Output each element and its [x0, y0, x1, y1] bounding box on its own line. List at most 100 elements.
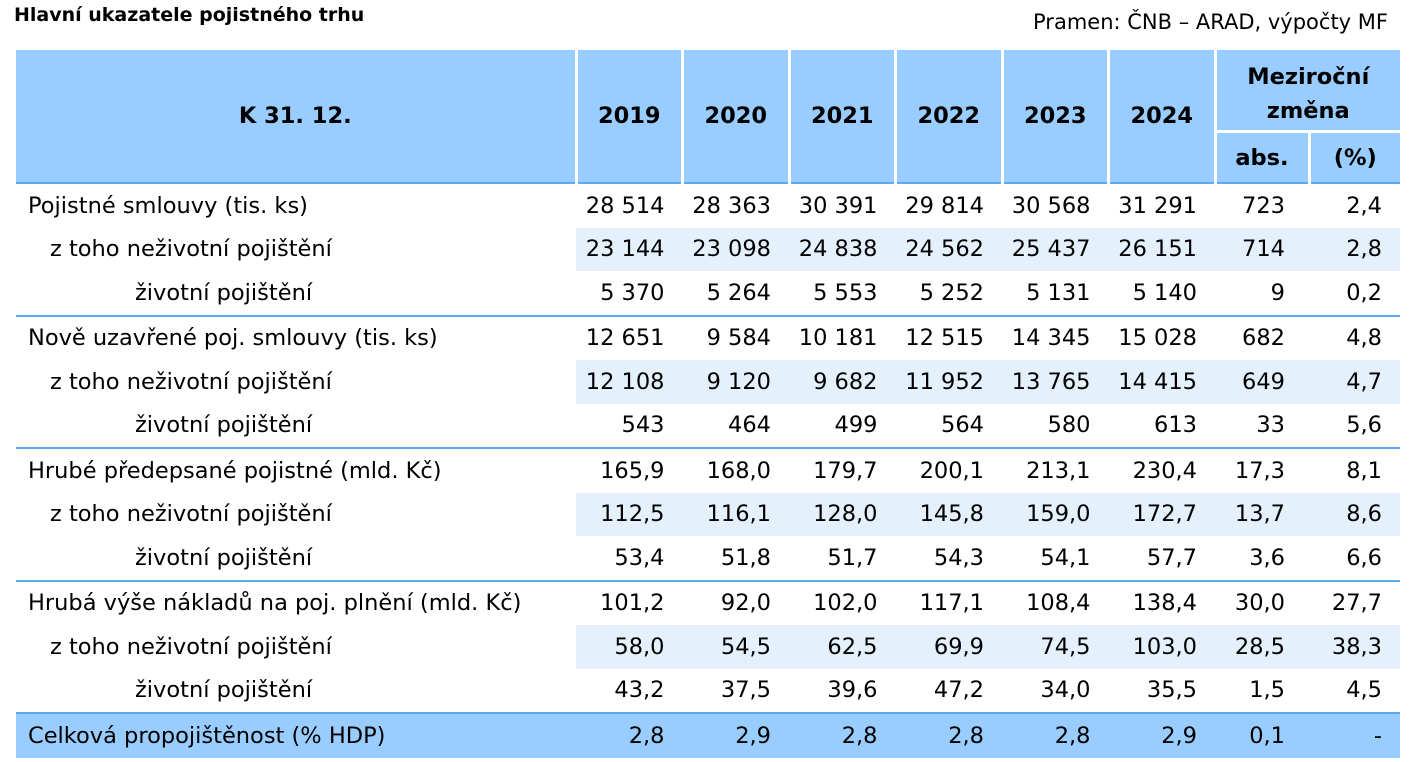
cell-2024: 57,7 — [1146, 544, 1197, 571]
header-year-2024: 2024 — [1108, 50, 1217, 183]
cell-2019: 165,9 — [576, 447, 683, 493]
row-label: Hrubé předepsané pojistné (mld. Kč) — [16, 447, 576, 493]
row-label: Pojistné smlouvy (tis. ks) — [16, 182, 576, 228]
cell-2019: 12 651 — [576, 314, 683, 360]
cell-2020: 37,5 — [720, 677, 771, 704]
cell-2021: 128,0 — [789, 492, 896, 536]
cell-2020: 54,5 — [682, 625, 789, 669]
cell-2024: 14 415 — [1108, 360, 1215, 404]
cell-abs: 723 — [1215, 182, 1309, 228]
cell-2019: 101,2 — [576, 579, 683, 625]
table-body: Pojistné smlouvy (tis. ks) 28 514 28 363 30… — [16, 182, 1400, 758]
table-row: životní pojištění 43,2 37,5 39,6 47,2 34,0 35,… — [16, 669, 1400, 714]
source-note: Pramen: ČNB – ARAD, výpočty MF — [1033, 10, 1388, 34]
cell-2020: 23 098 — [682, 227, 789, 271]
cell-2021: 24 838 — [789, 227, 896, 271]
cell-abs: 17,3 — [1215, 447, 1309, 493]
header-date-label: K 31. 12. — [16, 50, 578, 183]
table-row: Pojistné smlouvy (tis. ks) 28 514 28 363 30… — [16, 182, 1400, 228]
cell-pct: 2,4 — [1309, 182, 1400, 228]
insurance-market-table: K 31. 12. 2019 2020 2021 2022 2023 2024 … — [16, 50, 1400, 758]
cell-abs: 30,0 — [1215, 579, 1309, 625]
cell-2022: 145,8 — [895, 492, 1002, 536]
header-year-2019: 2019 — [576, 50, 684, 183]
cell-2019: 5 370 — [600, 279, 665, 306]
cell-pct: 4,8 — [1309, 314, 1400, 360]
cell-2020: 2,9 — [682, 712, 789, 758]
cell-pct: 5,6 — [1346, 412, 1382, 439]
cell-2023: 108,4 — [1002, 579, 1109, 625]
table-row: z toho neživotní pojištění 112,5 116,1 128,… — [16, 492, 1400, 536]
cell-abs: 649 — [1215, 360, 1309, 404]
cell-2020: 92,0 — [682, 579, 789, 625]
cell-2021: 39,6 — [827, 677, 878, 704]
cell-2021: 30 391 — [789, 182, 896, 228]
cell-2020: 9 120 — [682, 360, 789, 404]
table-row: životní pojištění 53,4 51,8 51,7 54,3 54,1 57,… — [16, 536, 1400, 581]
row-label: Nově uzavřené poj. smlouvy (tis. ks) — [16, 314, 576, 360]
header-year-2023: 2023 — [1002, 50, 1110, 183]
cell-2024: 613 — [1154, 412, 1197, 439]
table-row: z toho neživotní pojištění 58,0 54,5 62,5 69… — [16, 625, 1400, 669]
cell-2022: 47,2 — [933, 677, 984, 704]
cell-2019: 23 144 — [576, 227, 683, 271]
table-row: Hrubé předepsané pojistné (mld. Kč) 165,9… — [16, 447, 1400, 493]
cell-2024: 26 151 — [1108, 227, 1215, 271]
cell-2023: 580 — [1047, 412, 1091, 439]
cell-2022: 200,1 — [895, 447, 1002, 493]
cell-pct: 8,1 — [1309, 447, 1400, 493]
cell-pct: 27,7 — [1309, 579, 1400, 625]
cell-pct: 0,2 — [1346, 279, 1382, 306]
cell-2021: 179,7 — [789, 447, 896, 493]
cell-pct: - — [1309, 712, 1400, 758]
cell-2019: 58,0 — [576, 625, 683, 669]
header-year-2021: 2021 — [789, 50, 897, 183]
cell-pct: 8,6 — [1309, 492, 1400, 536]
cell-2020: 116,1 — [682, 492, 789, 536]
cell-2024: 2,9 — [1108, 712, 1215, 758]
cell-2020: 5 264 — [706, 279, 771, 306]
cell-2024: 103,0 — [1108, 625, 1215, 669]
cell-2024: 230,4 — [1108, 447, 1215, 493]
cell-2024: 5 140 — [1132, 279, 1197, 306]
cell-abs: 1,5 — [1249, 677, 1285, 704]
cell-2019: 112,5 — [576, 492, 683, 536]
cell-abs: 33 — [1256, 412, 1285, 439]
cell-2019: 543 — [621, 412, 665, 439]
row-label: životní pojištění — [135, 677, 313, 704]
cell-pct: 4,7 — [1309, 360, 1400, 404]
cell-2022: 11 952 — [895, 360, 1002, 404]
cell-2024: 172,7 — [1108, 492, 1215, 536]
cell-2021: 2,8 — [789, 712, 896, 758]
cell-2022: 117,1 — [895, 579, 1002, 625]
cell-2019: 2,8 — [576, 712, 683, 758]
row-label: životní pojištění — [135, 412, 313, 439]
cell-2019: 28 514 — [576, 182, 683, 228]
cell-2020: 168,0 — [682, 447, 789, 493]
cell-2020: 464 — [728, 412, 771, 439]
cell-2022: 24 562 — [895, 227, 1002, 271]
cell-2023: 14 345 — [1002, 314, 1109, 360]
cell-2020: 9 584 — [682, 314, 789, 360]
cell-2023: 2,8 — [1002, 712, 1109, 758]
cell-pct: 6,6 — [1346, 544, 1382, 571]
table-row: životní pojištění 5 370 5 264 5 553 5 252 5 1… — [16, 271, 1400, 316]
row-label: Celková propojištěnost (% HDP) — [16, 712, 576, 758]
cell-2024: 31 291 — [1108, 182, 1215, 228]
cell-2019: 43,2 — [614, 677, 665, 704]
cell-2023: 5 131 — [1026, 279, 1091, 306]
cell-2024: 35,5 — [1146, 677, 1197, 704]
row-label: Hrubá výše nákladů na poj. plnění (mld. … — [16, 579, 576, 625]
row-label: z toho neživotní pojištění — [50, 236, 332, 263]
row-label: z toho neživotní pojištění — [50, 368, 332, 395]
row-label: životní pojištění — [135, 279, 313, 306]
cell-2022: 5 252 — [919, 279, 984, 306]
cell-2023: 25 437 — [1002, 227, 1109, 271]
header-yoy-line2: změna — [1266, 98, 1350, 124]
cell-2023: 159,0 — [1002, 492, 1109, 536]
cell-2021: 499 — [834, 412, 878, 439]
cell-2021: 5 553 — [813, 279, 878, 306]
row-label: životní pojištění — [135, 544, 313, 571]
cell-2022: 2,8 — [895, 712, 1002, 758]
cell-2021: 9 682 — [789, 360, 896, 404]
